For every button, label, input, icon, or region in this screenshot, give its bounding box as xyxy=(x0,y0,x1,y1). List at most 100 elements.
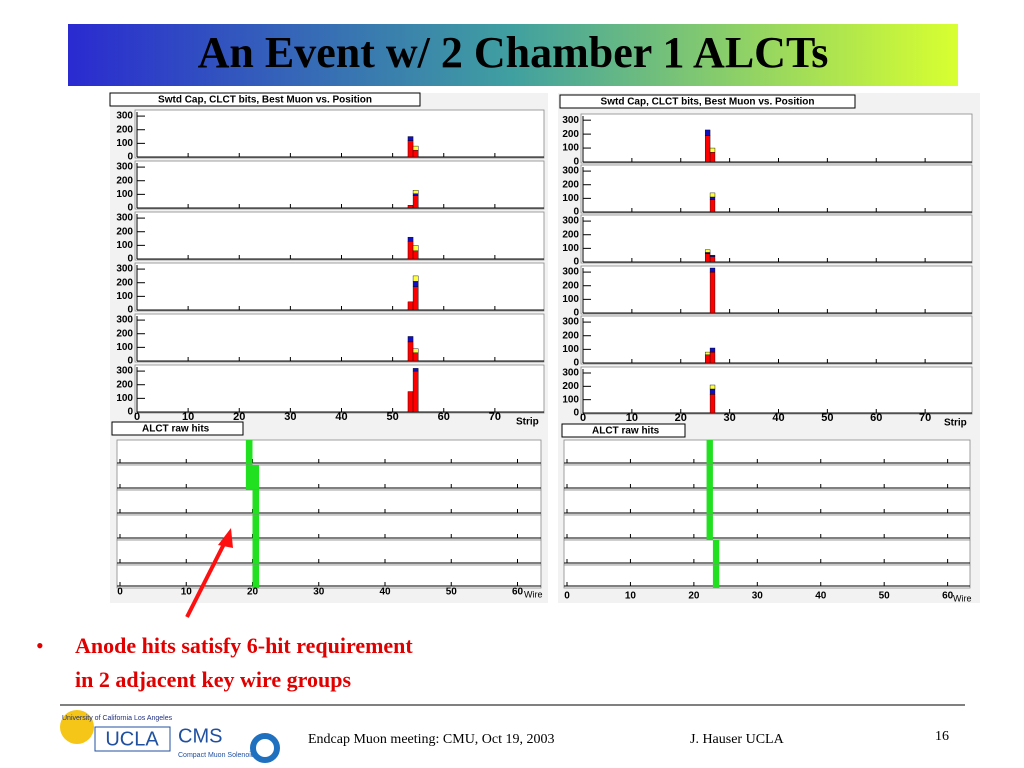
x-tick-label: 50 xyxy=(446,587,458,598)
y-tick-label: 200 xyxy=(562,280,579,291)
y-tick-label: 100 xyxy=(116,138,133,149)
bar-segment xyxy=(709,394,716,414)
x-tick-label: 10 xyxy=(181,587,193,598)
y-tick-label: 100 xyxy=(116,240,133,251)
layer-frame xyxy=(563,514,971,541)
y-tick-label: 200 xyxy=(116,277,133,288)
bar-segment xyxy=(412,281,419,288)
bar-segment xyxy=(407,241,414,260)
bar-segment xyxy=(412,145,419,151)
y-tick-label: 100 xyxy=(562,294,579,305)
logo-box xyxy=(94,726,171,752)
y-tick-label: 100 xyxy=(116,189,133,200)
layer-frame xyxy=(134,160,545,210)
y-tick-label: 300 xyxy=(116,111,133,122)
bar-segment xyxy=(709,388,716,395)
bar-segment xyxy=(709,384,716,390)
x-tick-label: 50 xyxy=(821,412,833,424)
x-tick-label: 30 xyxy=(284,411,296,423)
y-tick-label: 100 xyxy=(562,394,579,405)
y-tick-label: 200 xyxy=(562,129,579,140)
bar-segment xyxy=(709,192,716,198)
y-tick-label: 0 xyxy=(573,257,579,268)
bar-segment xyxy=(709,256,716,263)
page-number: 16 xyxy=(935,729,949,744)
wire-hit xyxy=(252,565,260,588)
bullet-line: in 2 adjacent key wire groups xyxy=(75,667,351,692)
bar-segment xyxy=(704,351,711,356)
bar-segment xyxy=(709,347,716,353)
bar-segment xyxy=(704,249,711,253)
y-tick-label: 300 xyxy=(116,264,133,275)
wire-hit xyxy=(712,540,720,565)
y-tick-label: 200 xyxy=(116,379,133,390)
x-tick-label: 10 xyxy=(626,412,638,424)
arrow-head xyxy=(218,528,233,548)
x-axis-label: Wire xyxy=(524,589,543,599)
y-tick-label: 300 xyxy=(116,213,133,224)
y-tick-label: 200 xyxy=(116,328,133,339)
wire-hit xyxy=(712,565,720,588)
x-tick-label: 30 xyxy=(724,412,736,424)
bar-segment xyxy=(704,253,711,263)
bar-segment xyxy=(412,370,419,413)
logo-cms: CMS xyxy=(178,725,222,747)
layer-frame xyxy=(116,489,542,516)
x-tick-label: 70 xyxy=(919,412,931,424)
bar-segment xyxy=(704,354,711,364)
bar-segment xyxy=(704,129,711,136)
x-tick-label: 40 xyxy=(815,591,827,602)
x-tick-label: 0 xyxy=(134,411,140,423)
wire-hit xyxy=(252,515,260,540)
title-banner xyxy=(68,24,958,86)
x-tick-label: 20 xyxy=(675,412,687,424)
y-tick-label: 0 xyxy=(127,254,133,265)
y-tick-label: 0 xyxy=(127,356,133,367)
wire-hit xyxy=(706,465,713,490)
y-tick-label: 300 xyxy=(562,368,579,379)
wire-hit xyxy=(706,490,713,515)
layer-frame xyxy=(580,113,973,164)
y-tick-label: 100 xyxy=(562,143,579,154)
bar-segment xyxy=(407,391,414,413)
layer-frame xyxy=(563,439,971,466)
y-tick-label: 100 xyxy=(562,243,579,254)
x-tick-label: 40 xyxy=(379,587,391,598)
layer-frame xyxy=(563,564,971,589)
layer-frame xyxy=(134,364,545,414)
bar-segment xyxy=(709,147,716,153)
y-tick-label: 300 xyxy=(116,162,133,173)
x-axis-label: Wire xyxy=(953,593,972,603)
y-tick-label: 300 xyxy=(562,267,579,278)
plot-tab xyxy=(559,94,856,109)
x-axis-label: Strip xyxy=(516,417,539,428)
bar-segment xyxy=(704,135,711,163)
x-tick-label: 50 xyxy=(387,411,399,423)
plot-title: ALCT raw hits xyxy=(592,426,660,437)
layer-frame xyxy=(116,564,542,589)
bar-segment xyxy=(412,275,419,282)
layer-frame xyxy=(116,464,542,491)
plot-tab xyxy=(109,92,421,107)
bar-segment xyxy=(412,190,419,194)
y-tick-label: 300 xyxy=(562,317,579,328)
layer-frame xyxy=(134,313,545,363)
x-tick-label: 40 xyxy=(772,412,784,424)
bar-segment xyxy=(709,267,716,273)
footer-author: J. Hauser UCLA xyxy=(690,732,785,747)
logo-ucla: UCLA xyxy=(105,728,159,750)
y-tick-label: 100 xyxy=(116,393,133,404)
layer-frame xyxy=(580,265,973,315)
plot-title: Swtd Cap, CLCT bits, Best Muon vs. Posit… xyxy=(601,97,815,108)
x-tick-label: 20 xyxy=(233,411,245,423)
bar-segment xyxy=(407,136,414,141)
wire-hit xyxy=(252,540,260,565)
y-tick-label: 0 xyxy=(127,152,133,163)
bar-segment xyxy=(407,140,414,158)
y-tick-label: 200 xyxy=(116,124,133,135)
bar-segment xyxy=(412,149,419,158)
layer-frame xyxy=(563,539,971,566)
logo-sun xyxy=(60,710,94,744)
x-tick-label: 0 xyxy=(117,587,123,598)
y-tick-label: 300 xyxy=(562,166,579,177)
